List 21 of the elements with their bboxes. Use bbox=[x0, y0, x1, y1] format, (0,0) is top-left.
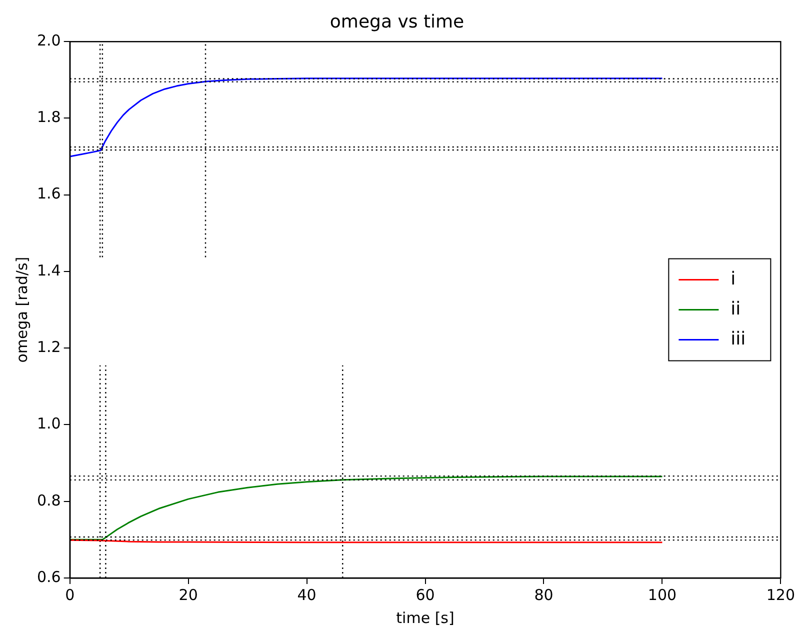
y-tick-label: 2.0 bbox=[36, 31, 61, 50]
x-tick-label: 80 bbox=[534, 586, 554, 604]
y-tick-label: 1.2 bbox=[36, 338, 61, 356]
x-tick-label: 60 bbox=[416, 586, 435, 604]
x-axis-title: time [s] bbox=[396, 608, 454, 627]
y-tick-label: 1.0 bbox=[36, 414, 61, 433]
x-tick-label: 20 bbox=[178, 586, 198, 604]
x-tick-label: 100 bbox=[648, 586, 677, 604]
x-tick-label: 120 bbox=[766, 586, 796, 604]
y-tick-label: 1.6 bbox=[36, 184, 61, 203]
y-tick-label: 1.4 bbox=[36, 261, 61, 280]
x-tick-label: 40 bbox=[297, 586, 316, 604]
y-tick-label: 0.8 bbox=[36, 491, 61, 510]
legend-label: ii bbox=[730, 298, 741, 320]
y-axis-title: omega [rad/s] bbox=[12, 256, 31, 363]
legend-label: i bbox=[730, 268, 736, 290]
y-tick-label: 0.6 bbox=[36, 568, 61, 586]
x-tick-label: 0 bbox=[65, 586, 75, 604]
chart-title: omega vs time bbox=[330, 11, 464, 32]
legend-label: iii bbox=[730, 328, 746, 350]
y-tick-label: 1.8 bbox=[36, 108, 61, 126]
